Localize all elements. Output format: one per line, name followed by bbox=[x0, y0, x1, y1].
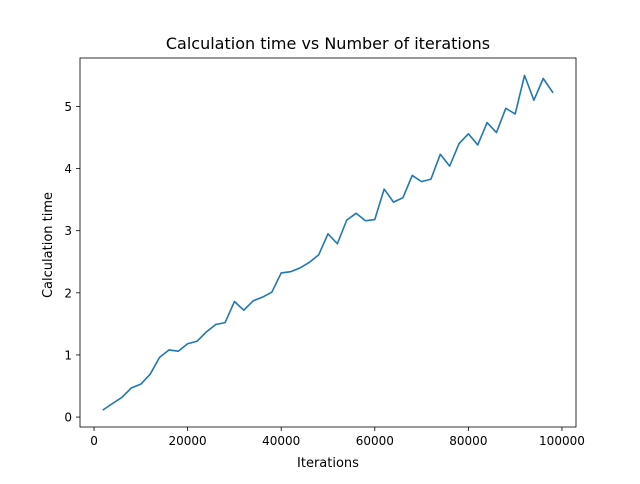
x-tick-label: 20000 bbox=[169, 434, 207, 448]
x-tick-label: 100000 bbox=[539, 434, 585, 448]
y-tick-label: 2 bbox=[64, 286, 72, 300]
x-tick-label: 60000 bbox=[356, 434, 394, 448]
x-tick-label: 40000 bbox=[262, 434, 300, 448]
y-tick-label: 1 bbox=[64, 348, 72, 362]
x-tick-label: 0 bbox=[90, 434, 98, 448]
x-axis-label: Iterations bbox=[297, 456, 359, 471]
x-tick-label: 80000 bbox=[449, 434, 487, 448]
chart-title: Calculation time vs Number of iterations bbox=[166, 34, 490, 53]
y-axis-label: Calculation time bbox=[41, 192, 56, 298]
y-tick-label: 5 bbox=[64, 100, 72, 114]
y-tick-label: 4 bbox=[64, 162, 72, 176]
y-tick-label: 0 bbox=[64, 411, 72, 425]
y-tick-label: 3 bbox=[64, 224, 72, 238]
